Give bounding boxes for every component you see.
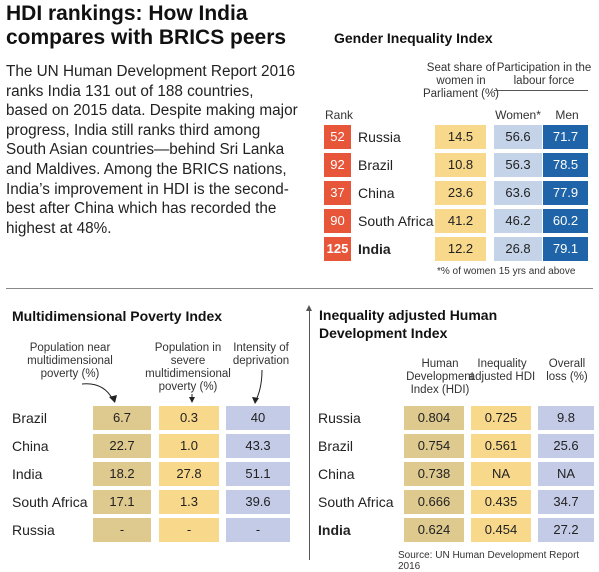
mpi-intensity-cell: 43.3 [226,434,290,458]
ihdi-hdi-header: Human Development Index (HDI) [406,358,474,396]
gii-women-cell: 56.3 [494,153,542,177]
gii-participation-rule [494,90,588,91]
section-vertical-rule [309,310,310,560]
mpi-intensity-cell: - [226,518,290,542]
gii-men-header: Men [555,108,579,122]
gii-women-cell: 63.6 [494,181,542,205]
gii-title: Gender Inequality Index [334,30,493,46]
mpi-severe-cell: 1.3 [159,490,219,514]
gii-seat-share-cell: 41.2 [435,209,486,233]
gii-women-cell: 56.6 [494,125,542,149]
gii-rank-cell: 90 [324,209,351,233]
gii-country-label: India [358,241,391,257]
mpi-intensity-cell: 40 [226,406,290,430]
ihdi-country-label: Russia [318,410,361,426]
mpi-country-label: India [12,466,43,482]
gii-men-cell: 71.7 [543,125,588,149]
ihdi-hdi-cell: 0.666 [404,490,464,514]
gii-country-label: Brazil [358,157,394,173]
gii-women-cell: 26.8 [494,237,542,261]
mpi-intensity-cell: 51.1 [226,462,290,486]
vertical-rule-cap [306,305,312,311]
ihdi-ihdi-cell: 0.454 [471,518,531,542]
gii-participation-header: Participation in the labour force [496,62,592,87]
source-note: Source: UN Human Development Report 2016 [398,550,580,572]
ihdi-country-label: China [318,466,355,482]
mpi-near-cell: - [93,518,151,542]
gii-country-label: Russia [358,129,401,145]
gii-seat-share-cell: 23.6 [435,181,486,205]
mpi-near-cell: 17.1 [93,490,151,514]
mpi-intensity-header: Intensity of deprivation [232,342,290,367]
mpi-severe-cell: 0.3 [159,406,219,430]
mpi-severe-cell: 1.0 [159,434,219,458]
ihdi-loss-cell: 9.8 [538,406,594,430]
headline: HDI rankings: How India compares with BR… [6,2,287,49]
ihdi-loss-cell: 25.6 [538,434,594,458]
mpi-country-label: Brazil [12,410,48,426]
ihdi-hdi-cell: 0.804 [404,406,464,430]
ihdi-country-label: India [318,522,351,538]
gii-men-cell: 60.2 [543,209,588,233]
ihdi-hdi-cell: 0.754 [404,434,464,458]
mpi-near-cell: 22.7 [93,434,151,458]
gii-seat-share-cell: 12.2 [435,237,486,261]
ihdi-loss-cell: NA [538,462,594,486]
ihdi-loss-header: Overall loss (%) [546,358,588,383]
intro-paragraph: The UN Human Development Report 2016 ran… [6,63,298,237]
gii-rank-header: Rank [325,108,354,122]
gii-seat-share-header: Seat share of women in Parliament (%) [422,62,500,100]
gii-rank-cell: 125 [324,237,351,261]
ihdi-hdi-cell: 0.738 [404,462,464,486]
mpi-country-label: China [12,438,49,454]
gii-women-header: Women* [495,108,541,122]
gii-country-label: China [358,185,395,201]
section-divider [6,288,593,289]
ihdi-loss-cell: 34.7 [538,490,594,514]
gii-men-cell: 78.5 [543,153,588,177]
mpi-intensity-arrow [255,369,263,401]
mpi-country-label: South Africa [12,494,88,510]
mpi-title: Multidimensional Poverty Index [12,308,223,324]
mpi-severe-cell: 27.8 [159,462,219,486]
mpi-near-header: Population near multidimensional poverty… [27,342,113,380]
ihdi-title: Inequality adjusted Human Development In… [319,307,498,341]
ihdi-ihdi-cell: NA [471,462,531,486]
gii-women-cell: 46.2 [494,209,542,233]
gii-men-cell: 77.9 [543,181,588,205]
ihdi-country-label: South Africa [318,494,394,510]
mpi-severe-header: Population in severe multidimensional po… [145,342,231,393]
gii-seat-share-cell: 10.8 [435,153,486,177]
mpi-near-cell: 6.7 [93,406,151,430]
ihdi-ihdi-cell: 0.435 [471,490,531,514]
gii-rank-cell: 37 [324,181,351,205]
ihdi-loss-cell: 27.2 [538,518,594,542]
ihdi-ihdi-cell: 0.725 [471,406,531,430]
mpi-country-label: Russia [12,522,55,538]
gii-rank-cell: 52 [324,125,351,149]
gii-rank-cell: 92 [324,153,351,177]
mpi-severe-cell: - [159,518,219,542]
mpi-near-cell: 18.2 [93,462,151,486]
gii-country-label: South Africa [358,213,434,229]
ihdi-ihdi-header: Inequality adjusted HDI [468,358,536,383]
gii-seat-share-cell: 14.5 [435,125,486,149]
gii-footnote: *% of women 15 yrs and above [437,266,576,277]
ihdi-hdi-cell: 0.624 [404,518,464,542]
mpi-intensity-cell: 39.6 [226,490,290,514]
mpi-near-arrow [81,383,114,401]
ihdi-country-label: Brazil [318,438,354,454]
ihdi-ihdi-cell: 0.561 [471,434,531,458]
gii-men-cell: 79.1 [543,237,588,261]
